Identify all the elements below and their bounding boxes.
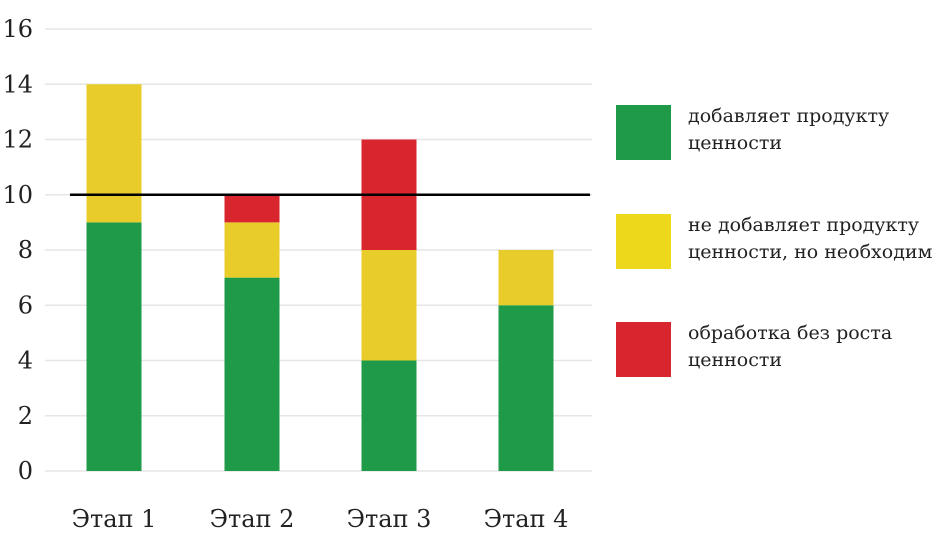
legend-item-waste: обработка без роста ценности — [616, 322, 936, 378]
legend-item-necessary: не добавляет продукту ценности, но необх… — [616, 214, 936, 270]
x-axis-category-labels: Этап 1 Этап 2 Этап 3 Этап 4 — [72, 505, 569, 533]
y-tick-label: 4 — [18, 347, 33, 375]
bars — [86, 84, 554, 471]
legend-label-line2: ценности, но необходим — [688, 241, 933, 263]
y-tick-label: 2 — [18, 402, 33, 430]
y-tick-label: 16 — [2, 15, 33, 43]
y-tick-label: 14 — [2, 70, 33, 98]
legend-swatch-yellow — [616, 214, 671, 269]
y-tick-label: 10 — [2, 181, 33, 209]
bar-segment — [224, 277, 280, 471]
bar-segment — [361, 250, 417, 361]
bar-segment — [224, 194, 280, 223]
legend: добавляет продукту ценности не добавляет… — [616, 0, 936, 539]
legend-label-line2: ценности — [688, 132, 783, 154]
bar-segment — [498, 250, 554, 306]
legend-swatch-green — [616, 105, 671, 160]
legend-label-line1: не добавляет продукту — [688, 214, 920, 236]
x-category-label: Этап 2 — [210, 505, 295, 533]
legend-label-line2: ценности — [688, 349, 783, 371]
x-category-label: Этап 1 — [72, 505, 157, 533]
legend-label-line1: обработка без роста — [688, 322, 893, 344]
legend-item-value-adding: добавляет продукту ценности — [616, 105, 936, 161]
bar-segment — [86, 222, 142, 471]
bar-segment — [224, 222, 280, 278]
y-tick-label: 0 — [18, 457, 33, 485]
bar-segment — [498, 305, 554, 471]
y-tick-label: 12 — [2, 126, 33, 154]
legend-label: не добавляет продукту ценности, но необх… — [688, 212, 938, 266]
y-tick-label: 8 — [18, 236, 33, 264]
legend-swatch-red — [616, 322, 671, 377]
legend-label-line1: добавляет продукту — [688, 105, 890, 127]
bar-segment — [86, 84, 142, 223]
legend-label: добавляет продукту ценности — [688, 103, 938, 157]
y-axis-tick-labels: 0 2 4 6 8 10 12 14 16 — [2, 15, 33, 485]
x-category-label: Этап 3 — [347, 505, 432, 533]
x-category-label: Этап 4 — [484, 505, 569, 533]
legend-label: обработка без роста ценности — [688, 320, 938, 374]
bar-segment — [361, 360, 417, 471]
y-tick-label: 6 — [18, 291, 33, 319]
